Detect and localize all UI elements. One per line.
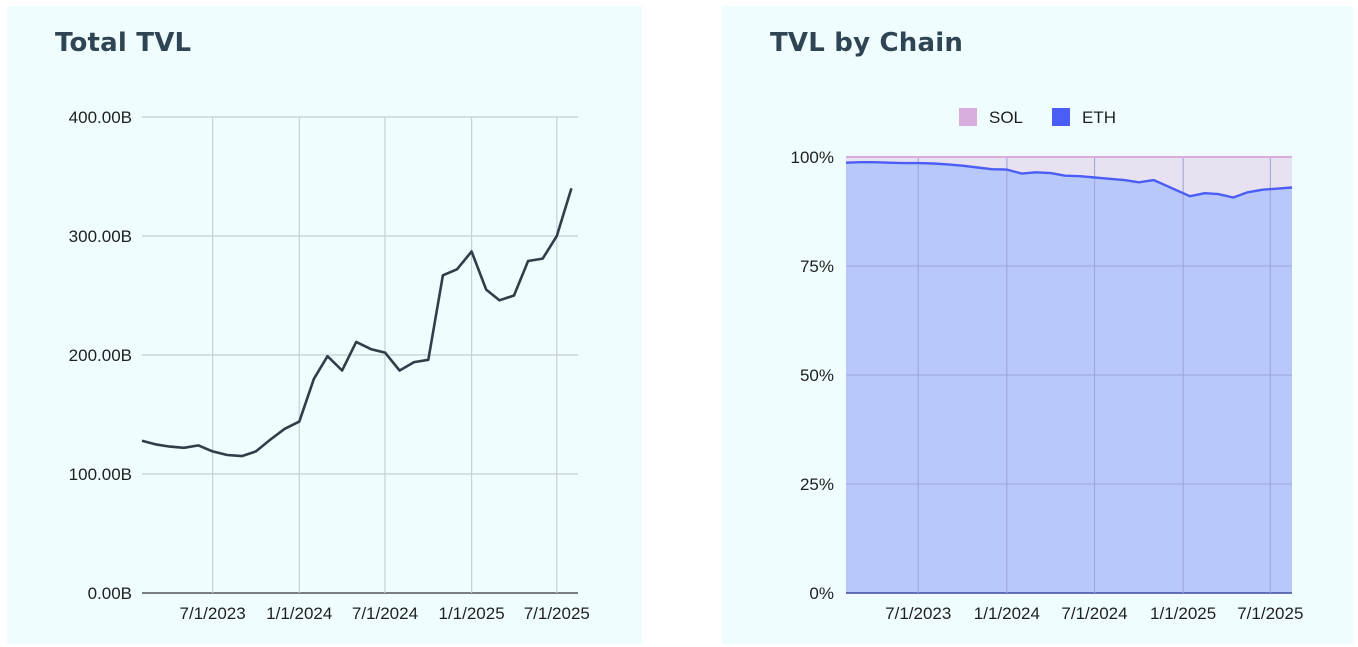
- x-tick-label: 7/1/2025: [524, 604, 590, 623]
- y-tick-label: 0.00B: [88, 584, 132, 603]
- total-tvl-panel: Total TVL 0.00B 100.00B 200.00B 300.00B 400.…: [7, 6, 642, 644]
- x-tick-label: 7/1/2024: [1061, 604, 1127, 623]
- x-tick-label: 1/1/2024: [266, 604, 332, 623]
- eth-area: [846, 162, 1292, 593]
- y-tick-label: 100.00B: [69, 465, 132, 484]
- x-tick-label: 1/1/2025: [438, 604, 504, 623]
- tvl-by-chain-panel: TVL by Chain 0% 25% 50% 75% 100% 7/1/2023 1/1/…: [722, 6, 1353, 644]
- y-tick-label: 100%: [791, 148, 834, 167]
- x-tick-label: 1/1/2025: [1150, 604, 1216, 623]
- legend-label-sol: SOL: [989, 108, 1023, 127]
- y-tick-label: 300.00B: [69, 227, 132, 246]
- x-tick-label: 1/1/2024: [974, 604, 1040, 623]
- total-tvl-title: Total TVL: [55, 28, 192, 58]
- legend-label-eth: ETH: [1082, 108, 1116, 127]
- y-tick-label: 50%: [800, 366, 834, 385]
- y-tick-label: 75%: [800, 257, 834, 276]
- legend-swatch-sol: [959, 108, 977, 126]
- total-tvl-line: [141, 188, 573, 458]
- total-tvl-chart: 0.00B 100.00B 200.00B 300.00B 400.00B 7/1/202…: [69, 108, 590, 623]
- x-tick-label: 7/1/2023: [180, 604, 246, 623]
- x-tick-label: 7/1/2025: [1237, 604, 1303, 623]
- y-tick-label: 25%: [800, 475, 834, 494]
- eth-line: [845, 160, 1293, 199]
- legend-swatch-eth: [1052, 108, 1070, 126]
- y-tick-label: 0%: [809, 584, 834, 603]
- x-tick-label: 7/1/2023: [885, 604, 951, 623]
- tvl-by-chain-chart: 0% 25% 50% 75% 100% 7/1/2023 1/1/2024 7/1/2024 1…: [791, 108, 1303, 623]
- y-tick-label: 200.00B: [69, 346, 132, 365]
- tvl-by-chain-title: TVL by Chain: [770, 28, 964, 58]
- x-tick-label: 7/1/2024: [352, 604, 418, 623]
- y-tick-label: 400.00B: [69, 108, 132, 127]
